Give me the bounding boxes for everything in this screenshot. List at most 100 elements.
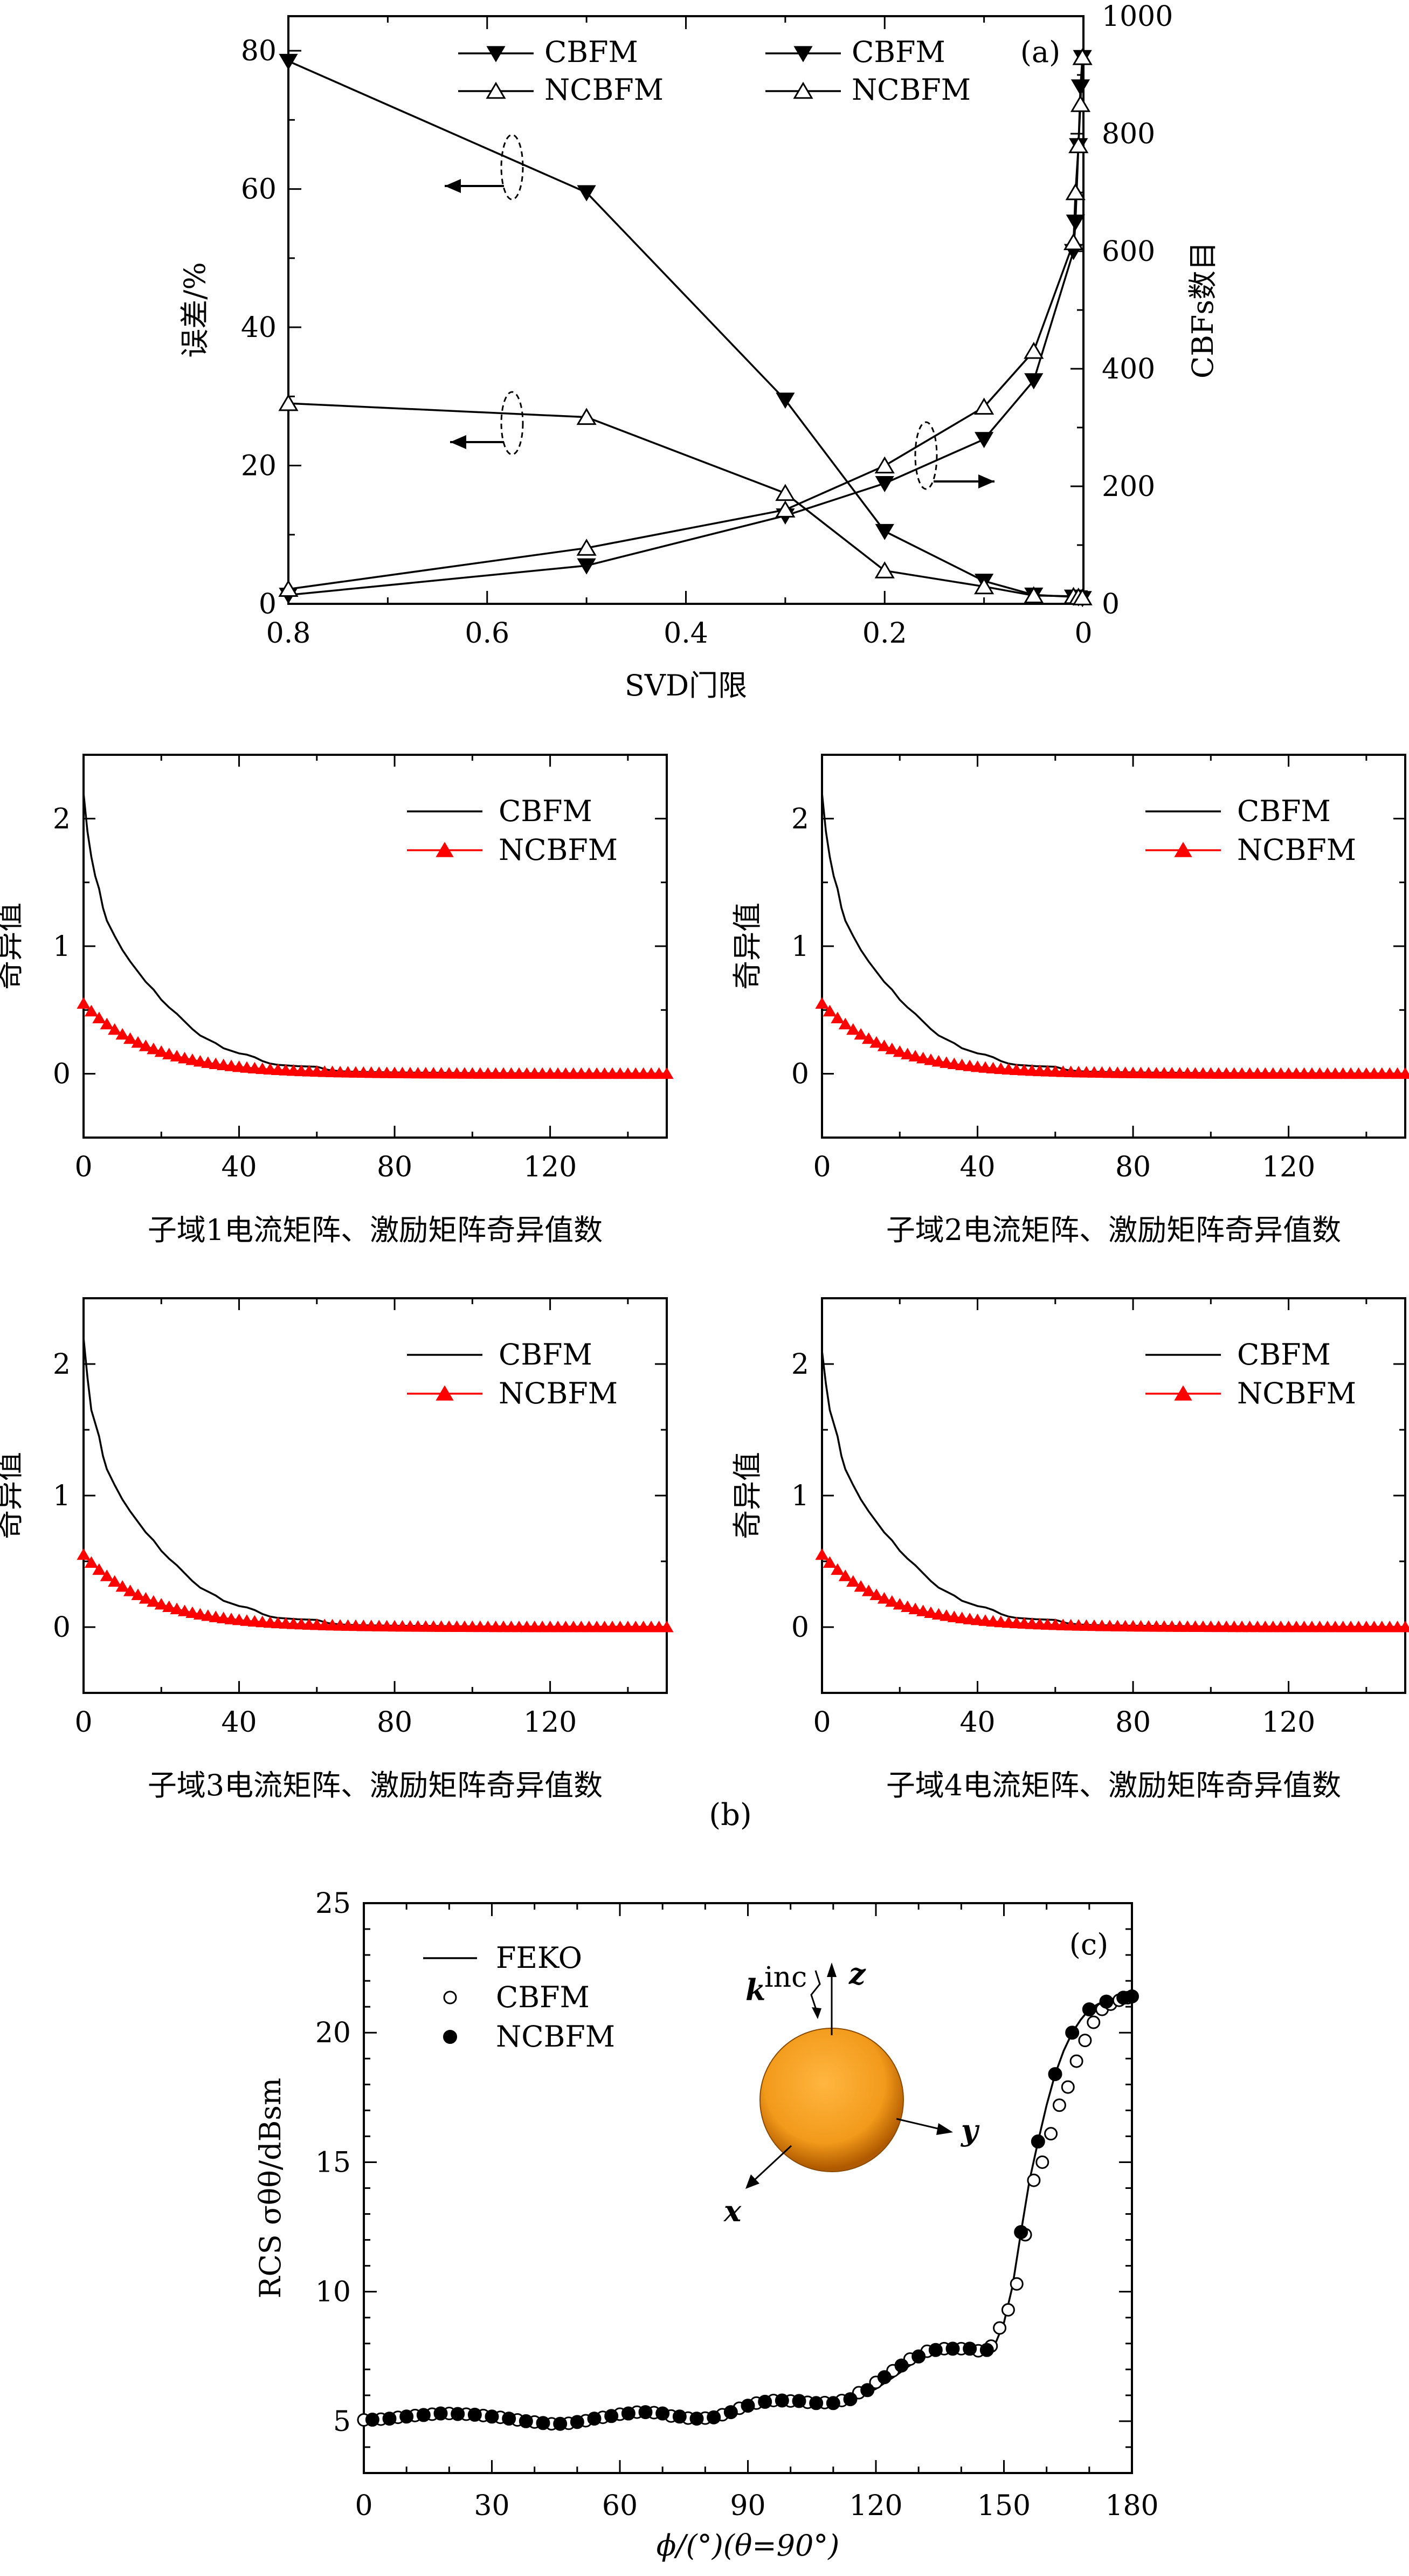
series-point <box>426 1620 440 1632</box>
legend-label: NCBFM <box>852 73 971 107</box>
series-point <box>1274 1067 1288 1079</box>
series-point <box>1126 1066 1140 1078</box>
legend-label: CBFM <box>496 1980 590 2014</box>
series-point <box>854 1580 868 1592</box>
series-point <box>1351 1067 1366 1079</box>
series-point <box>1024 341 1044 359</box>
series-point <box>637 1067 651 1079</box>
y-tick-label: 1 <box>791 931 809 963</box>
series-point <box>356 1619 370 1631</box>
series-point <box>776 392 795 409</box>
series-point <box>1313 1620 1327 1633</box>
series-point <box>986 1062 1000 1074</box>
series-point <box>1072 47 1093 65</box>
series-point <box>1390 1067 1405 1079</box>
x-tick-label: 0.6 <box>465 617 509 650</box>
series-point <box>131 1588 145 1600</box>
series-point <box>1212 1067 1226 1079</box>
series-point <box>364 1066 378 1078</box>
series-point <box>1078 2034 1092 2048</box>
series-point <box>1297 1620 1311 1633</box>
series-point <box>1383 1621 1397 1633</box>
series-point <box>924 1606 938 1618</box>
series-point <box>1056 1065 1070 1077</box>
series-point <box>1064 1065 1078 1077</box>
series-point <box>147 1595 161 1607</box>
y-tick-label: 15 <box>315 2146 351 2179</box>
y-left-tick-label: 80 <box>241 35 277 67</box>
series-line-ncbfm <box>821 1554 1406 1628</box>
k-vector-superscript: inc <box>764 1961 807 1994</box>
series-point <box>1266 1620 1280 1633</box>
series-line-0 <box>288 60 1083 600</box>
series-point <box>382 2412 397 2426</box>
series-point <box>869 1036 883 1048</box>
y-right-tick-label: 600 <box>1102 236 1155 268</box>
series-point <box>154 1597 168 1610</box>
series-point <box>1044 2127 1058 2141</box>
series-point <box>1149 1066 1163 1079</box>
series-point <box>908 1602 922 1615</box>
y-right-tick-label: 200 <box>1102 471 1155 503</box>
series-point <box>908 1050 922 1062</box>
series-point <box>570 2415 584 2429</box>
series-point <box>77 997 91 1009</box>
series-point <box>567 1620 581 1633</box>
series-point <box>162 1048 176 1059</box>
series-point <box>1064 1618 1078 1631</box>
series-point <box>502 2412 516 2426</box>
series-point <box>1165 1067 1179 1079</box>
series-point <box>775 484 796 501</box>
x-tick-label: 120 <box>523 1706 577 1739</box>
series-point <box>854 1028 868 1040</box>
annotation-ellipse <box>500 391 524 456</box>
y-tick-label: 10 <box>315 2276 351 2309</box>
series-line-ncbfm <box>82 1003 667 1075</box>
series-point <box>1204 1067 1218 1079</box>
series-point <box>1227 1067 1241 1079</box>
series-point <box>232 1613 246 1626</box>
series-point <box>1025 1617 1039 1629</box>
series-line-2 <box>288 57 1083 596</box>
series-point <box>485 2409 499 2424</box>
series-point <box>605 1067 619 1079</box>
y-tick-label: 2 <box>791 803 809 835</box>
series-point <box>84 1004 99 1017</box>
annotation-ellipse <box>914 421 938 490</box>
series-point <box>1180 1067 1194 1079</box>
series-point <box>1390 1621 1405 1633</box>
series-point <box>185 1606 199 1618</box>
series-point <box>279 1064 293 1076</box>
y-axis-label: 奇异值 <box>730 1452 764 1539</box>
series-point <box>364 1620 378 1631</box>
series-point <box>247 1615 262 1627</box>
x-tick-label: 0 <box>1074 617 1092 650</box>
series-point <box>279 1617 293 1629</box>
series-point <box>356 1066 370 1078</box>
series-point <box>1375 1067 1389 1079</box>
series-point <box>1035 2155 1049 2169</box>
series-point <box>108 1575 122 1587</box>
series-point <box>365 2413 379 2427</box>
y-tick-label: 0 <box>53 1058 71 1091</box>
series-point <box>512 1620 526 1633</box>
series-point <box>294 1617 308 1630</box>
y-tick-label: 20 <box>315 2017 351 2049</box>
series-point <box>77 1548 91 1560</box>
series-point <box>1313 1067 1327 1079</box>
y-tick-label: 25 <box>315 1888 351 1920</box>
series-point <box>741 2399 755 2413</box>
x-tick-label: 40 <box>959 1706 995 1739</box>
series-point <box>434 1620 448 1632</box>
series-point <box>451 2407 465 2421</box>
series-point <box>1069 2054 1083 2068</box>
series-point <box>450 1620 464 1632</box>
legend-marker <box>793 46 813 63</box>
y-tick-label: 2 <box>791 1348 809 1381</box>
series-point <box>341 1066 355 1078</box>
series-point <box>838 1569 852 1581</box>
series-point <box>1024 586 1044 603</box>
series-point <box>1033 1064 1047 1077</box>
series-point <box>1087 1619 1101 1631</box>
y-left-tick-label: 60 <box>241 174 277 206</box>
